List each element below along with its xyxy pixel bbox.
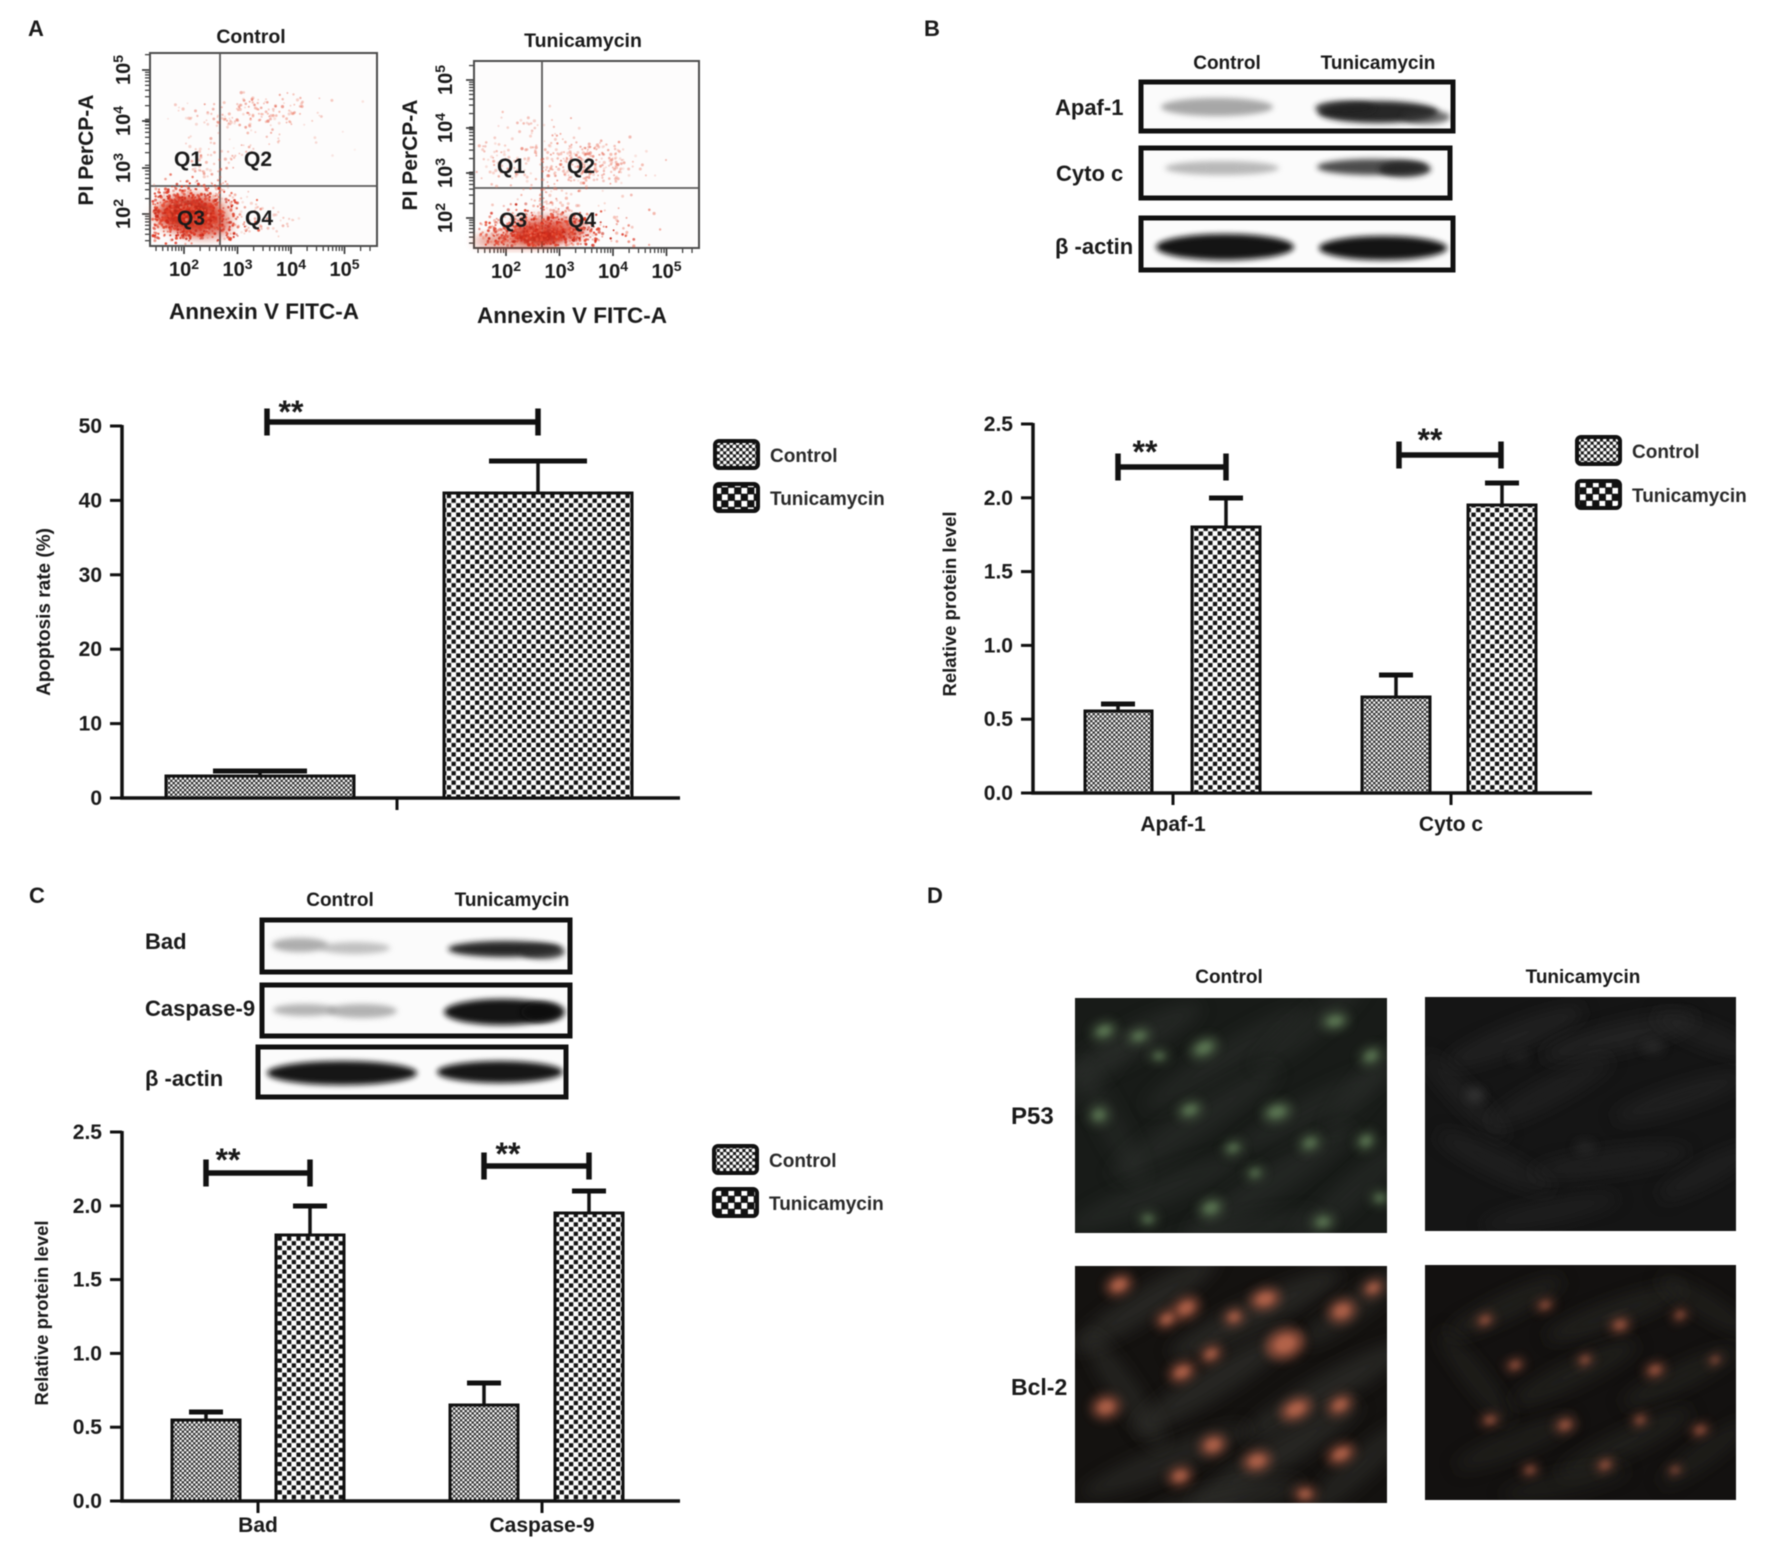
svg-text:104: 104: [598, 258, 628, 283]
svg-text:Tunicamycin: Tunicamycin: [770, 489, 885, 510]
svg-text:**: **: [216, 1142, 241, 1178]
svg-text:Q3: Q3: [177, 207, 205, 230]
svg-text:Tunicamycin: Tunicamycin: [524, 30, 642, 52]
svg-text:A: A: [28, 16, 44, 41]
svg-text:**: **: [279, 394, 304, 430]
svg-text:B: B: [924, 16, 940, 41]
svg-text:**: **: [1133, 434, 1158, 470]
svg-text:β -actin: β -actin: [1055, 234, 1133, 259]
svg-text:0.0: 0.0: [984, 782, 1013, 805]
svg-text:Relative protein level: Relative protein level: [31, 1220, 52, 1405]
svg-text:Control: Control: [770, 446, 838, 467]
svg-text:Apaf-1: Apaf-1: [1055, 95, 1123, 120]
svg-text:0.0: 0.0: [73, 1490, 102, 1513]
svg-text:1.5: 1.5: [984, 561, 1014, 584]
svg-text:Annexin V FITC-A: Annexin V FITC-A: [169, 299, 359, 324]
svg-text:20: 20: [79, 638, 102, 661]
svg-text:**: **: [496, 1136, 521, 1172]
svg-text:Bad: Bad: [145, 929, 187, 954]
svg-text:Q1: Q1: [174, 148, 202, 171]
svg-text:Control: Control: [1193, 53, 1261, 74]
svg-text:103: 103: [222, 256, 252, 281]
svg-text:0.5: 0.5: [73, 1416, 103, 1439]
svg-text:Q4: Q4: [245, 207, 273, 230]
svg-text:P53: P53: [1011, 1103, 1054, 1130]
svg-text:Q3: Q3: [499, 209, 527, 232]
svg-text:10: 10: [79, 713, 102, 736]
svg-text:PI PerCP-A: PI PerCP-A: [75, 95, 98, 206]
svg-text:2.5: 2.5: [73, 1121, 103, 1144]
svg-text:D: D: [927, 883, 943, 908]
svg-text:2.0: 2.0: [984, 487, 1013, 510]
svg-text:Cyto c: Cyto c: [1419, 813, 1484, 836]
svg-text:Q2: Q2: [244, 148, 272, 171]
svg-text:Tunicamycin: Tunicamycin: [1632, 486, 1747, 507]
svg-text:Q2: Q2: [567, 155, 595, 178]
svg-text:Tunicamycin: Tunicamycin: [455, 890, 570, 911]
svg-text:Apoptosis rate (%): Apoptosis rate (%): [34, 528, 55, 696]
svg-text:Caspase-9: Caspase-9: [145, 996, 255, 1021]
svg-text:Control: Control: [306, 890, 374, 911]
svg-text:Control: Control: [1195, 967, 1263, 988]
svg-text:1.0: 1.0: [73, 1342, 102, 1365]
svg-text:Cyto c: Cyto c: [1056, 161, 1123, 186]
svg-text:Control: Control: [769, 1151, 837, 1172]
svg-text:Control: Control: [216, 26, 285, 48]
svg-text:102: 102: [169, 256, 199, 281]
svg-text:Tunicamycin: Tunicamycin: [1321, 53, 1436, 74]
svg-text:Caspase-9: Caspase-9: [489, 1514, 594, 1537]
svg-text:Q1: Q1: [497, 155, 525, 178]
svg-text:0: 0: [90, 787, 102, 810]
svg-text:β -actin: β -actin: [145, 1066, 223, 1091]
svg-text:0.5: 0.5: [984, 708, 1014, 731]
svg-text:2.0: 2.0: [73, 1195, 102, 1218]
svg-text:PI PerCP-A: PI PerCP-A: [399, 100, 422, 211]
svg-text:Tunicamycin: Tunicamycin: [769, 1194, 884, 1215]
svg-text:102: 102: [110, 199, 135, 229]
svg-text:40: 40: [79, 489, 102, 512]
svg-text:30: 30: [79, 564, 102, 587]
svg-text:Control: Control: [1632, 442, 1700, 463]
svg-text:Annexin V FITC-A: Annexin V FITC-A: [477, 303, 667, 328]
svg-text:Tunicamycin: Tunicamycin: [1526, 967, 1641, 988]
svg-text:C: C: [29, 883, 45, 908]
svg-text:1.5: 1.5: [73, 1269, 103, 1292]
svg-text:**: **: [1418, 422, 1443, 458]
svg-text:Q4: Q4: [568, 209, 596, 232]
svg-text:Apaf-1: Apaf-1: [1140, 813, 1206, 836]
svg-text:2.5: 2.5: [984, 413, 1014, 436]
svg-text:50: 50: [79, 415, 102, 438]
svg-text:1.0: 1.0: [984, 634, 1013, 657]
svg-text:Bad: Bad: [238, 1514, 278, 1537]
svg-text:Bcl-2: Bcl-2: [1011, 1374, 1067, 1400]
svg-text:Relative protein level: Relative protein level: [939, 511, 960, 696]
